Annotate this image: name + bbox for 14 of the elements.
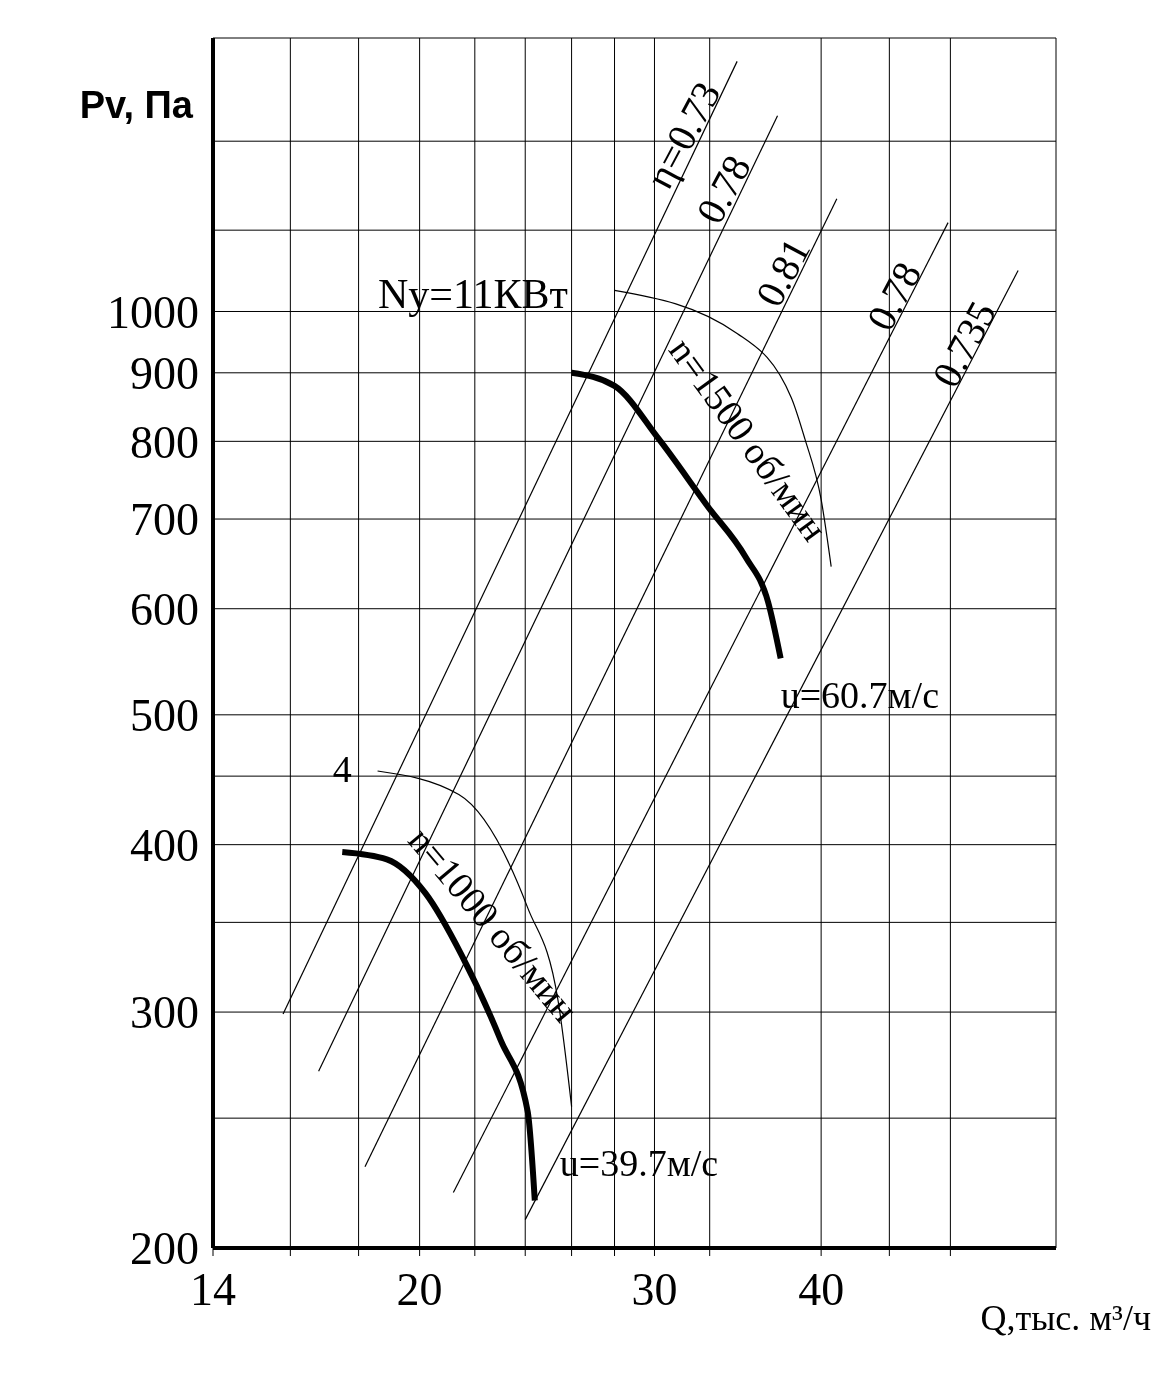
y-axis-title: Pv, Па (79, 84, 194, 126)
y-tick-label: 500 (130, 690, 199, 742)
y-tick-label: 700 (130, 494, 199, 546)
x-tick-label: 30 (631, 1263, 678, 1315)
text: 0.81 (746, 230, 820, 314)
y-tick-label: 900 (130, 348, 199, 400)
x-tick-label: 40 (798, 1263, 845, 1315)
y-tick-label: 1000 (107, 286, 199, 338)
y-tick-label: 300 (130, 987, 199, 1039)
y-tick-label: 400 (130, 820, 199, 871)
x-tick-label: 20 (396, 1263, 443, 1315)
y-tick-label: 800 (130, 416, 199, 468)
y-tick-label: 600 (130, 584, 199, 636)
x-axis-title: Q,тыс. м³/ч (980, 1298, 1151, 1338)
